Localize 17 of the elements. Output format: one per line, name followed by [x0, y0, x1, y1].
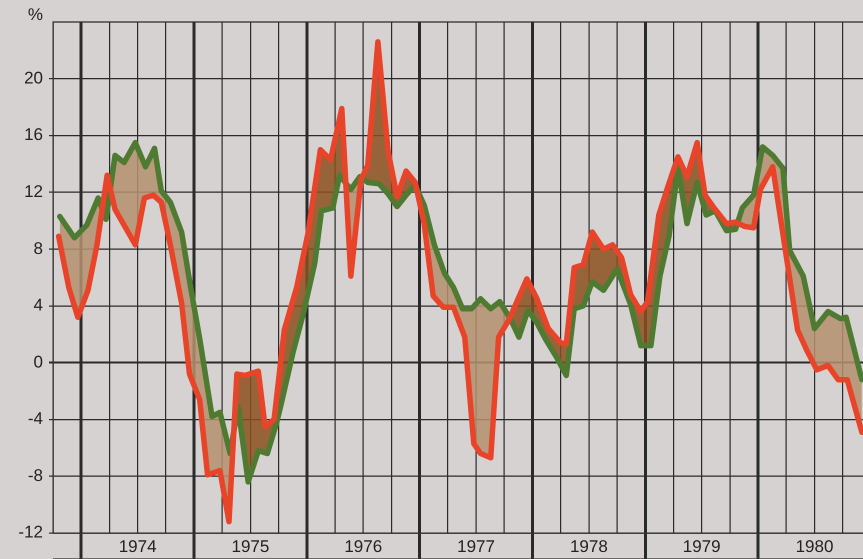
y-axis-title: % — [28, 5, 43, 24]
y-tick-label: -4 — [28, 409, 43, 428]
y-tick-label: 16 — [24, 125, 43, 144]
x-tick-label: 1976 — [344, 536, 382, 556]
y-tick-label: -8 — [28, 466, 43, 485]
y-tick-label: 4 — [34, 296, 43, 315]
x-tick-label: 1980 — [796, 536, 834, 556]
y-tick-label: 20 — [24, 68, 43, 88]
y-tick-label: -12 — [18, 522, 43, 542]
y-tick-label: 8 — [34, 238, 43, 258]
x-tick-label: 1977 — [457, 536, 495, 556]
x-tick-label: 1974 — [118, 536, 157, 556]
x-tick-label: 1979 — [682, 536, 721, 556]
x-tick-label: 1978 — [570, 536, 608, 556]
x-tick-label: 1975 — [232, 536, 270, 556]
y-tick-label: 0 — [34, 352, 43, 372]
y-tick-label: 12 — [24, 182, 43, 202]
